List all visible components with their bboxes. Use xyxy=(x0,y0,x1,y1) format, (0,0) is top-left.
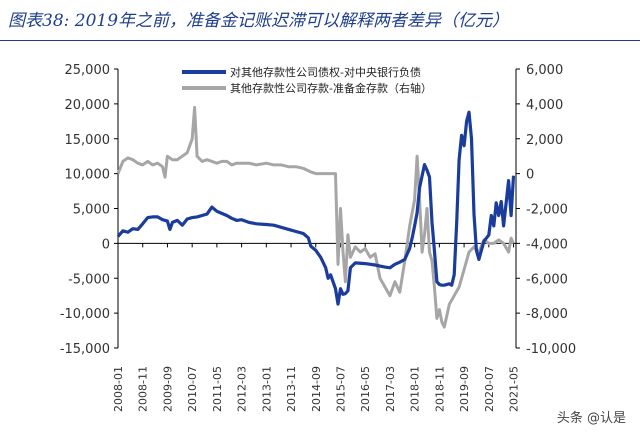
legend: 对其他存款性公司债权-对中央银行负债 其他存款性公司存款-准备金存款（右轴） xyxy=(182,65,432,95)
x-tick-label: 2019-09 xyxy=(458,366,471,412)
x-tick-label: 2018-11 xyxy=(433,366,446,412)
right-tick-label: -2,000 xyxy=(526,203,568,218)
right-tick-label: -8,000 xyxy=(526,307,568,322)
legend-label-right-series: 其他存款性公司存款-准备金存款（右轴） xyxy=(230,81,432,95)
left-tick-label: -5,000 xyxy=(68,272,110,287)
x-tick-label: 2008-11 xyxy=(137,366,150,412)
x-tick-label: 2012-03 xyxy=(236,366,249,412)
right-tick-label: -10,000 xyxy=(526,342,576,357)
x-tick-label: 2013-01 xyxy=(260,366,273,412)
legend-label-left-series: 对其他存款性公司债权-对中央银行负债 xyxy=(230,65,421,79)
left-tick-label: 20,000 xyxy=(65,98,111,113)
right-tick-label: 6,000 xyxy=(526,63,563,78)
right-tick-label: 2,000 xyxy=(526,133,563,148)
series-line-left-axis xyxy=(116,110,516,306)
left-tick-label: 5,000 xyxy=(73,203,110,218)
x-tick-label: 2018-01 xyxy=(409,366,422,412)
x-tick-label: 2016-05 xyxy=(359,366,372,412)
x-tick-label: 2014-09 xyxy=(310,366,323,412)
left-tick-label: 0 xyxy=(102,237,110,252)
x-tick-label: 2021-05 xyxy=(508,366,521,412)
chart-title: 图表38: 2019年之前，准备金记账迟滞可以解释两者差异（亿元） xyxy=(8,11,510,31)
axes-layer: 25,000 20,000 15,000 10,000 5,000 0 -5,000 -10,… xyxy=(60,63,576,412)
left-tick-label: 15,000 xyxy=(65,133,111,148)
left-tick-label: 10,000 xyxy=(65,168,111,183)
x-tick-label: 2015-07 xyxy=(334,366,347,412)
left-tick-label: 25,000 xyxy=(65,63,111,78)
right-tick-label: -6,000 xyxy=(526,272,568,287)
x-tick-label: 2013-11 xyxy=(285,366,298,412)
right-tick-label: 0 xyxy=(526,168,534,183)
watermark-text: 头条 @认是 xyxy=(556,411,626,426)
series-layer xyxy=(116,105,516,329)
x-tick-label: 2008-01 xyxy=(112,366,125,412)
x-tick-label: 2010-07 xyxy=(186,366,199,412)
left-tick-label: -10,000 xyxy=(60,307,110,322)
x-tick-label: 2011-05 xyxy=(211,366,224,412)
right-tick-label: 4,000 xyxy=(526,98,563,113)
x-tick-label: 2020-07 xyxy=(483,366,496,412)
x-tick-label: 2017-03 xyxy=(384,366,397,412)
right-tick-label: -4,000 xyxy=(526,237,568,252)
x-tick-label: 2009-09 xyxy=(161,366,174,412)
series-line-right-axis xyxy=(116,105,515,329)
title-divider xyxy=(0,40,640,41)
left-tick-label: -15,000 xyxy=(60,342,110,357)
